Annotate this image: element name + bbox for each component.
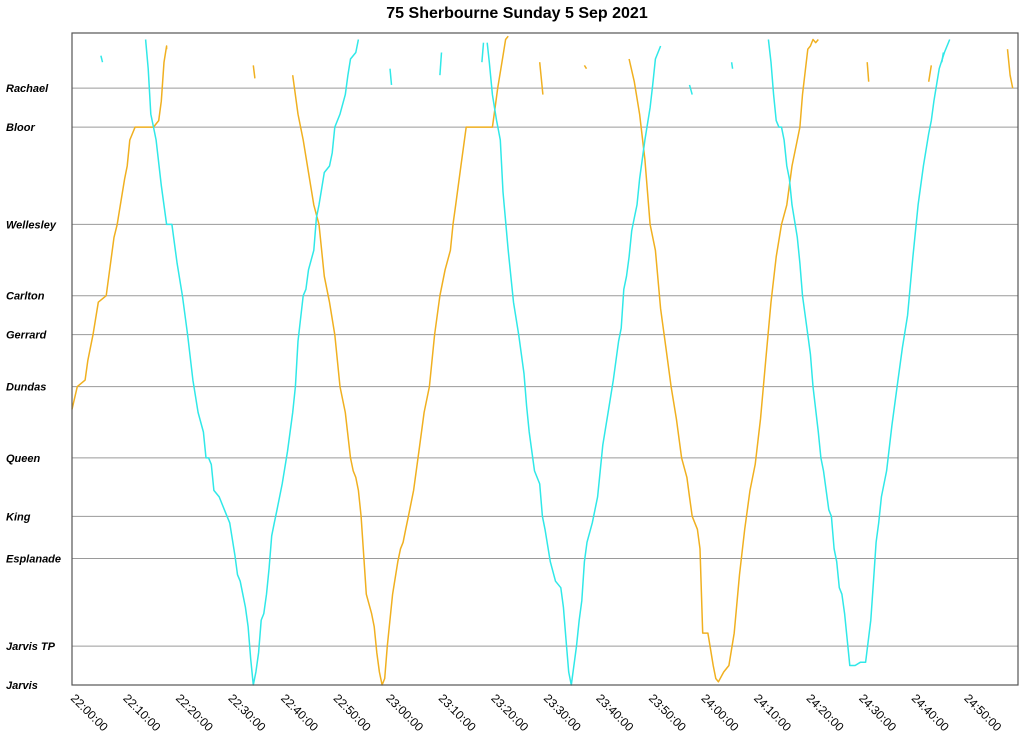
series-1-segment bbox=[439, 52, 443, 76]
x-tick-label: 23:40:00 bbox=[593, 691, 636, 734]
x-tick-label: 22:10:00 bbox=[120, 691, 163, 734]
chart-title: 75 Sherbourne Sunday 5 Sep 2021 bbox=[386, 5, 648, 22]
stop-label: Dundas bbox=[6, 382, 46, 394]
series-0-segment bbox=[252, 65, 256, 79]
x-tick-label: 24:10:00 bbox=[751, 691, 794, 734]
x-tick-label: 22:50:00 bbox=[331, 691, 374, 734]
x-tick-label: 24:20:00 bbox=[804, 691, 847, 734]
x-tick-label: 23:20:00 bbox=[488, 691, 531, 734]
plot-area bbox=[71, 35, 1014, 686]
stop-label: Jarvis TP bbox=[6, 641, 56, 653]
x-tick-label: 23:00:00 bbox=[383, 691, 426, 734]
x-tick-label: 22:40:00 bbox=[278, 691, 321, 734]
grid-lines bbox=[72, 87, 1018, 686]
x-tick-label: 22:20:00 bbox=[173, 691, 216, 734]
stop-label: Gerrard bbox=[6, 330, 47, 342]
stop-labels: Rachael Bloor Wellesley Carlton Gerrard Dunda… bbox=[6, 83, 61, 692]
x-tick-label: 22:30:00 bbox=[226, 691, 269, 734]
series-0-segment bbox=[1006, 49, 1014, 89]
x-tick-label: 22:00:00 bbox=[68, 691, 111, 734]
series-1-segment bbox=[486, 42, 662, 686]
stop-label: Rachael bbox=[6, 83, 49, 95]
stop-label: Esplanade bbox=[6, 553, 61, 565]
x-tick-label: 24:40:00 bbox=[909, 691, 952, 734]
series-0-segment bbox=[628, 38, 819, 683]
series-0-segment bbox=[71, 45, 168, 410]
series-1-segment bbox=[941, 52, 945, 63]
series-0-segment bbox=[866, 62, 870, 82]
series-1-segment bbox=[767, 39, 951, 667]
series-0-segment bbox=[583, 64, 588, 70]
series-1-segment bbox=[100, 55, 104, 63]
x-tick-label: 23:10:00 bbox=[436, 691, 479, 734]
series-1-segment bbox=[730, 62, 734, 69]
stop-label: Bloor bbox=[6, 122, 35, 134]
x-tick-label: 24:00:00 bbox=[699, 691, 742, 734]
series-0-segment bbox=[538, 62, 544, 95]
series-0-segment bbox=[927, 65, 933, 82]
x-tick-labels: 22:00:00 22:10:00 22:20:00 22:30:00 22:40:00… bbox=[68, 691, 1005, 734]
series-0-segment bbox=[291, 35, 509, 686]
plot-frame bbox=[71, 32, 1019, 686]
x-tick-label: 24:50:00 bbox=[961, 691, 1004, 734]
stop-label: King bbox=[6, 511, 31, 523]
stop-label: Jarvis bbox=[6, 680, 38, 692]
x-tick-label: 23:50:00 bbox=[646, 691, 689, 734]
series-1-segment bbox=[688, 84, 693, 95]
stop-label: Queen bbox=[6, 453, 41, 465]
series-1-segment bbox=[389, 68, 393, 85]
series-1-segment bbox=[144, 39, 360, 686]
x-tick-label: 23:30:00 bbox=[541, 691, 584, 734]
stop-label: Carlton bbox=[6, 291, 45, 303]
x-tick-label: 24:30:00 bbox=[856, 691, 899, 734]
series-1-segment bbox=[481, 42, 485, 63]
stop-label: Wellesley bbox=[6, 219, 57, 231]
